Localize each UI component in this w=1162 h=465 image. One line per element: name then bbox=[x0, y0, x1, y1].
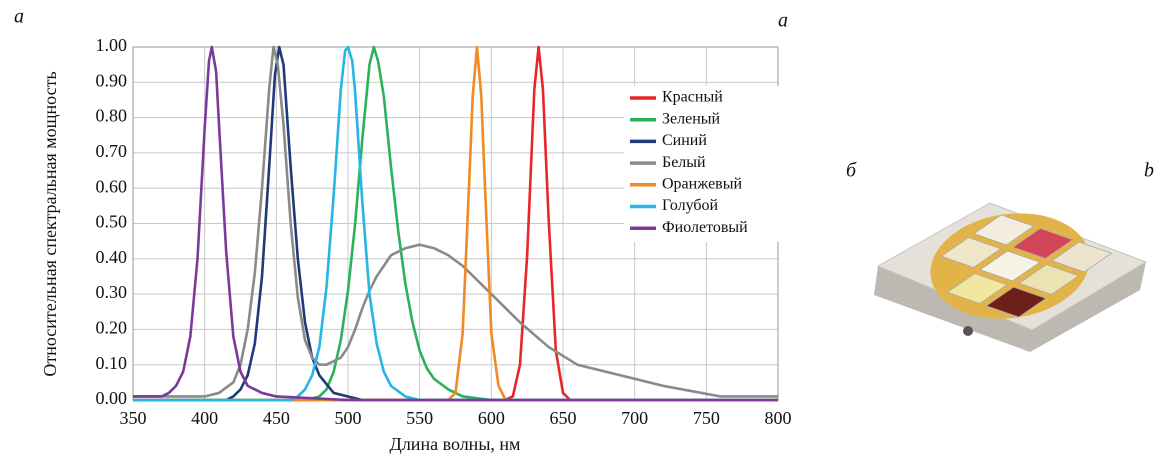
legend-label: Синий bbox=[662, 132, 707, 149]
x-tick-label: 450 bbox=[263, 408, 290, 428]
legend-label: Красный bbox=[662, 89, 723, 106]
y-tick-label: 0.90 bbox=[96, 70, 128, 90]
y-axis-title: Относительная спектральная мощность bbox=[40, 71, 60, 376]
panel-label: b bbox=[1144, 160, 1154, 182]
y-tick-label: 0.80 bbox=[96, 106, 128, 126]
x-tick-label: 550 bbox=[406, 408, 433, 428]
legend-label: Зеленый bbox=[662, 110, 721, 127]
panel-label: a bbox=[14, 6, 24, 28]
series-line bbox=[133, 45, 778, 402]
y-tick-label: 1.00 bbox=[96, 35, 128, 55]
legend-label: Оранжевый bbox=[662, 175, 742, 192]
x-axis-title: Длина волны, нм bbox=[390, 434, 521, 454]
series-line bbox=[133, 45, 778, 398]
panel-label: a bbox=[778, 10, 788, 32]
series-line bbox=[133, 45, 778, 402]
x-tick-label: 800 bbox=[765, 408, 792, 428]
x-tick-label: 350 bbox=[120, 408, 147, 428]
x-tick-label: 500 bbox=[335, 408, 362, 428]
series-line bbox=[133, 45, 778, 402]
y-tick-label: 0.20 bbox=[96, 318, 128, 338]
x-tick-label: 400 bbox=[191, 408, 218, 428]
y-tick-label: 0.60 bbox=[96, 176, 128, 196]
panel-label: б bbox=[846, 160, 857, 182]
y-tick-label: 0.40 bbox=[96, 247, 128, 267]
legend-label: Белый bbox=[662, 154, 706, 171]
series-line bbox=[133, 45, 778, 402]
y-tick-label: 0.00 bbox=[96, 388, 128, 408]
series-line bbox=[133, 45, 778, 402]
y-tick-label: 0.50 bbox=[96, 212, 128, 232]
x-tick-label: 600 bbox=[478, 408, 505, 428]
legend-label: Фиолетовый bbox=[662, 219, 748, 236]
y-tick-label: 0.30 bbox=[96, 282, 128, 302]
y-tick-label: 0.70 bbox=[96, 141, 128, 161]
plot-area: 0.00 0.10 0.20 0.30 0.40 0.50 0.60 0.70 0.80 0.90… bbox=[96, 35, 792, 428]
x-tick-label: 700 bbox=[621, 408, 648, 428]
x-tick-label: 650 bbox=[550, 408, 577, 428]
legend-label: Голубой bbox=[662, 197, 719, 214]
y-tick-label: 0.10 bbox=[96, 353, 128, 373]
series-line bbox=[133, 45, 778, 402]
x-tick-label: 750 bbox=[693, 408, 720, 428]
led-photo bbox=[874, 202, 1148, 352]
